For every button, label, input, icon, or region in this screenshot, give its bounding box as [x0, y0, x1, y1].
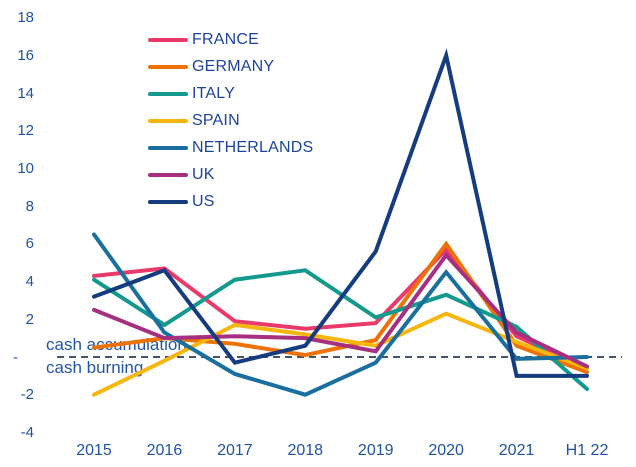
legend-swatch-netherlands	[148, 145, 188, 150]
y-tick-label-2: 2	[25, 310, 34, 328]
legend-item-netherlands: NETHERLANDS	[148, 134, 313, 161]
y-tick-label-4: 4	[25, 273, 34, 291]
legend-label-uk: UK	[192, 165, 215, 183]
y-tick-label-10: 10	[17, 160, 34, 177]
y-tick-label-6: 6	[25, 235, 34, 253]
legend-swatch-us	[148, 199, 188, 204]
y-tick-label-0: -	[13, 348, 18, 366]
legend-item-italy: ITALY	[148, 80, 313, 107]
legend-label-us: US	[192, 192, 215, 210]
x-tick-label-2021: 2021	[498, 442, 535, 459]
x-tick-label-2015: 2015	[76, 442, 112, 459]
legend-label-italy: ITALY	[192, 84, 236, 102]
legend-item-spain: SPAIN	[148, 107, 313, 134]
legend-item-uk: UK	[148, 161, 313, 188]
y-tick-label-16: 16	[17, 46, 34, 64]
legend: FRANCE GERMANY ITALY SPAIN NETHERLANDS UK US	[148, 26, 313, 215]
y-tick-label--4: -4	[20, 423, 34, 441]
annotation-cash-burning: cash burning	[46, 358, 144, 377]
series-line-us	[92, 48, 590, 378]
legend-label-france: FRANCE	[192, 30, 259, 48]
x-tick-label-2020: 2020	[428, 442, 464, 459]
legend-swatch-uk	[148, 172, 188, 177]
x-tick-label-2017: 2017	[217, 442, 253, 459]
x-tick-label-2016: 2016	[146, 442, 183, 459]
series-line-france	[92, 246, 590, 371]
y-tick-label-12: 12	[17, 122, 34, 140]
legend-item-germany: GERMANY	[148, 53, 313, 80]
x-tick-label-2018: 2018	[287, 442, 324, 459]
legend-item-france: FRANCE	[148, 26, 313, 53]
legend-swatch-italy	[148, 91, 188, 96]
series-line-spain	[92, 311, 590, 397]
y-tick-label-18: 18	[17, 9, 34, 27]
y-tick-label--2: -2	[20, 386, 34, 404]
legend-item-us: US	[148, 188, 313, 215]
legend-swatch-germany	[148, 64, 188, 69]
legend-label-germany: GERMANY	[192, 57, 275, 75]
x-tick-label-h1-22: H1 22	[565, 442, 609, 459]
series-line-netherlands	[92, 232, 590, 397]
legend-label-netherlands: NETHERLANDS	[192, 138, 314, 156]
y-tick-label-14: 14	[17, 84, 34, 102]
legend-label-spain: SPAIN	[192, 111, 240, 129]
y-tick-label-8: 8	[25, 197, 34, 215]
legend-swatch-france	[148, 37, 188, 42]
x-tick-label-2019: 2019	[357, 442, 394, 459]
legend-swatch-spain	[148, 118, 188, 123]
